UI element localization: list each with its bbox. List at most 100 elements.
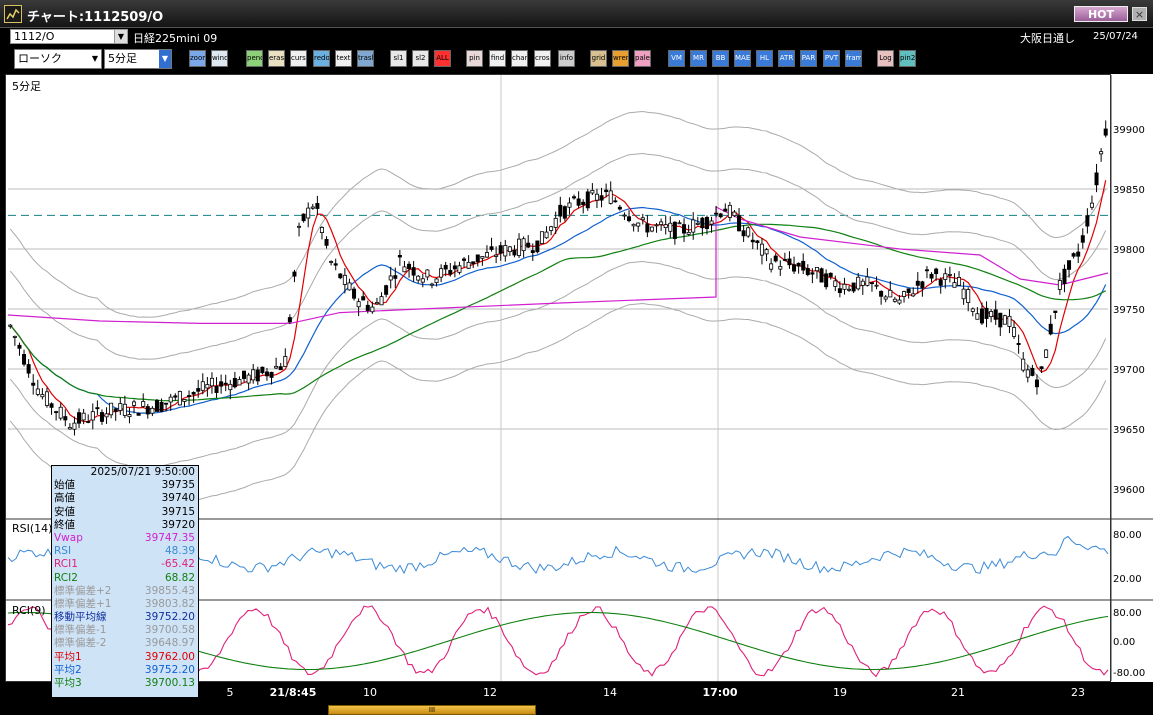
symbol-value: 1112/O <box>14 30 55 43</box>
candle-body <box>58 406 63 419</box>
candle-body <box>764 249 769 255</box>
toolbar-MAE-button[interactable]: MAE <box>734 50 751 67</box>
candle-body <box>274 365 279 369</box>
candle-body <box>723 208 728 212</box>
rsi-tick-label: 80.00 <box>1113 530 1142 541</box>
close-button[interactable]: × <box>1132 7 1147 21</box>
symbol-row: 1112/O ▼ 日経225mini 09 大阪日通し 25/07/24 <box>0 28 1153 45</box>
time-axis-label: 5 <box>227 686 234 699</box>
info-label: RCI1 <box>54 558 78 571</box>
toolbar-zoom-button[interactable]: zoom <box>189 50 206 67</box>
candle-body <box>333 263 338 266</box>
bollinger-band-line <box>9 260 1107 468</box>
toolbar-sl2-button[interactable]: sl2 <box>412 50 429 67</box>
candle-body <box>869 282 874 285</box>
info-row: 安値 39715 <box>52 506 198 519</box>
candle-body <box>448 270 453 275</box>
toolbar-sl1-button[interactable]: sl1 <box>390 50 407 67</box>
toolbar-info-button[interactable]: info <box>558 50 575 67</box>
candle-body <box>200 381 205 391</box>
interval-select[interactable]: 5分足 ▼ <box>104 49 172 69</box>
candle-body <box>883 296 888 300</box>
toolbar-erase-button[interactable]: erase <box>268 50 285 67</box>
time-axis-label: 21/8:45 <box>270 686 317 699</box>
chart-type-select[interactable]: ローソク ▼ <box>14 49 102 69</box>
candle-body <box>567 202 572 208</box>
candle-body <box>498 245 503 254</box>
info-label: 標準偏差+2 <box>54 584 112 597</box>
toolbar-VM-button[interactable]: VM <box>668 50 685 67</box>
toolbar-text-button[interactable]: text <box>335 50 352 67</box>
toolbar-MR-button[interactable]: MR <box>690 50 707 67</box>
toolbar-PAR-button[interactable]: PAR <box>800 50 817 67</box>
chevron-down-icon[interactable]: ▼ <box>114 30 127 43</box>
candle-body <box>842 283 847 290</box>
toolbar-BB-button[interactable]: BB <box>712 50 729 67</box>
toolbar-find-button[interactable]: find <box>489 50 506 67</box>
candle-body <box>957 277 962 286</box>
candle-body <box>938 279 943 286</box>
toolbar-ALL-button[interactable]: ALL <box>434 50 451 67</box>
candle-body <box>8 324 13 327</box>
toolbar-ATR-button[interactable]: ATR <box>778 50 795 67</box>
toolbar-frame-button[interactable]: frame <box>845 50 862 67</box>
candle-body <box>553 217 558 228</box>
candle-body <box>329 261 334 263</box>
candle-body <box>759 243 764 256</box>
bottom-scroll-track[interactable] <box>0 700 1153 715</box>
rci-panel-label: RCI(9) <box>12 604 46 617</box>
toolbar-redo-button[interactable]: redo <box>313 50 330 67</box>
candle-body <box>113 408 118 412</box>
toolbar-grid-button[interactable]: grid <box>590 50 607 67</box>
horizontal-scrollbar-thumb[interactable]: III <box>328 705 536 715</box>
time-axis-label: 17:00 <box>702 686 737 699</box>
candle-body <box>122 403 127 416</box>
candle-body <box>521 238 526 252</box>
candle-body <box>998 312 1003 328</box>
candle-body <box>63 416 68 421</box>
toolbar-pencil-button[interactable]: pencil <box>246 50 263 67</box>
hot-button[interactable]: HOT <box>1074 6 1128 22</box>
candle-body <box>407 263 412 269</box>
toolbar-PVT-button[interactable]: PVT <box>823 50 840 67</box>
chevron-down-icon[interactable]: ▼ <box>91 54 99 63</box>
candle-body <box>361 296 366 301</box>
candle-body <box>769 263 774 270</box>
candle-body <box>727 204 732 218</box>
symbol-select[interactable]: 1112/O ▼ <box>10 29 128 44</box>
candle-body <box>989 311 994 318</box>
info-row: 標準偏差-1 39700.58 <box>52 624 198 637</box>
toolbar-wrench-button[interactable]: wrench <box>612 50 629 67</box>
toolbar-trash-button[interactable]: trash <box>357 50 374 67</box>
candle-body <box>828 272 833 277</box>
chevron-down-icon[interactable]: ▼ <box>159 50 171 68</box>
price-axis <box>1111 74 1153 682</box>
toolbar-cross-button[interactable]: cross <box>534 50 551 67</box>
ma2-line <box>9 206 1107 414</box>
info-label: 標準偏差-2 <box>54 637 107 650</box>
candle-body <box>12 335 17 338</box>
info-row: 標準偏差+1 39803.82 <box>52 598 198 611</box>
candle-body <box>714 212 719 215</box>
candle-body <box>622 214 627 217</box>
info-value: 39803.82 <box>144 597 195 610</box>
candle-body <box>943 273 948 280</box>
toolbar-pin2-button[interactable]: pin2 <box>899 50 916 67</box>
toolbar-Log-button[interactable]: Log <box>877 50 894 67</box>
candle-body <box>223 382 228 385</box>
toolbar-cursor-button[interactable]: cursor <box>290 50 307 67</box>
candle-body <box>1067 260 1072 270</box>
info-row: 高値 39740 <box>52 492 198 505</box>
toolbar-chart1-button[interactable]: chart1 <box>511 50 528 67</box>
toolbar-pin-button[interactable]: pin <box>466 50 483 67</box>
candle-body <box>599 195 604 201</box>
candle-body <box>888 289 893 298</box>
candle-body <box>915 280 920 286</box>
candle-body <box>196 388 201 392</box>
toolbar-HL-button[interactable]: HL <box>756 50 773 67</box>
candle-body <box>984 307 989 319</box>
candle-body <box>255 369 260 382</box>
toolbar-palette-button[interactable]: palette <box>634 50 651 67</box>
candle-body <box>1089 202 1094 208</box>
toolbar-window-button[interactable]: window <box>211 50 228 67</box>
